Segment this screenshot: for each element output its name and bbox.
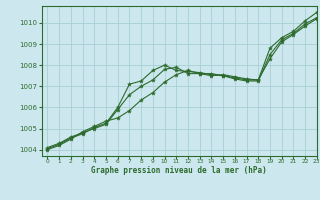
X-axis label: Graphe pression niveau de la mer (hPa): Graphe pression niveau de la mer (hPa) xyxy=(91,166,267,175)
